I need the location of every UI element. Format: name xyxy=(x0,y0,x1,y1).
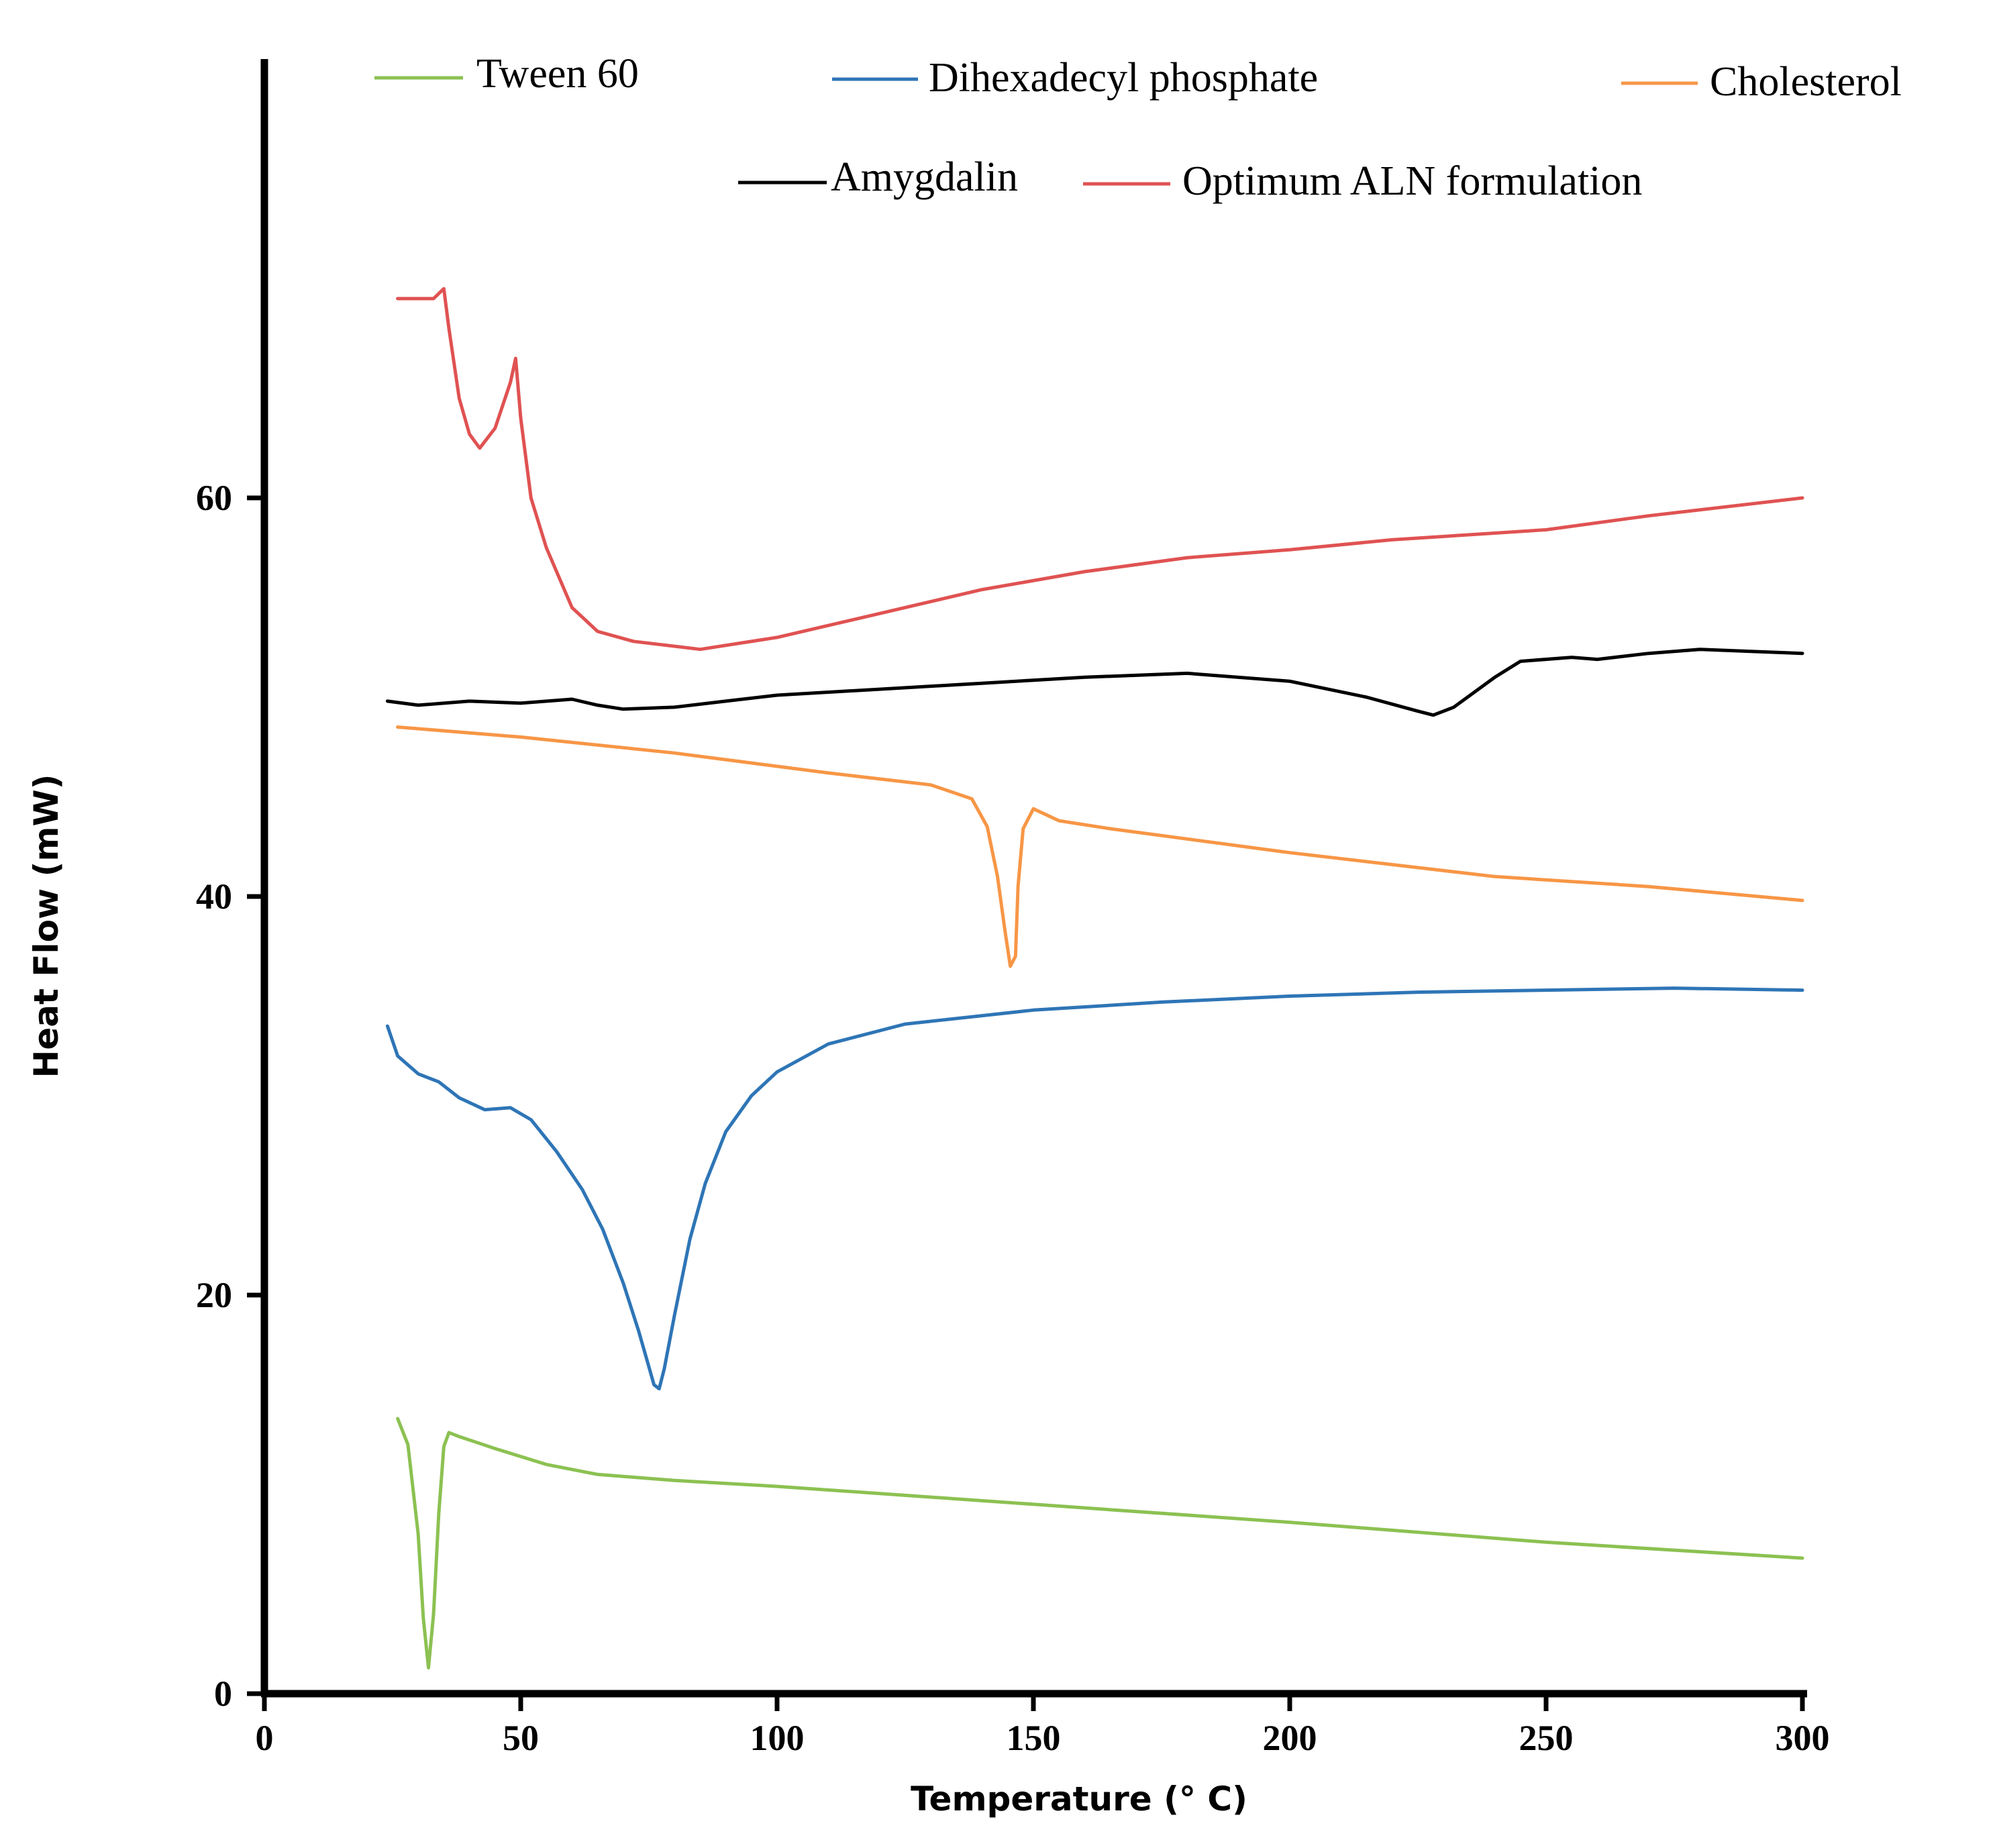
tick-labels: 0 50 100 150 200 250 300 0 20 40 60 xyxy=(196,478,1830,1758)
legend-item-tween-60: Tween 60 xyxy=(374,51,639,97)
x-tick-label: 0 xyxy=(256,1718,274,1758)
x-axis-title: Temperature (° C) xyxy=(911,1780,1247,1818)
series-line-amygdalin xyxy=(385,648,1804,717)
y-tick-label: 60 xyxy=(196,478,232,518)
series-line-cholesterol xyxy=(396,725,1804,968)
legend-label: Dihexadecyl phosphate xyxy=(929,55,1318,101)
legend: Tween 60 Dihexadecyl phosphate Cholesterol… xyxy=(374,51,1902,204)
y-tick-label: 0 xyxy=(214,1674,232,1714)
legend-label: Cholesterol xyxy=(1710,59,1902,105)
x-tick-label: 200 xyxy=(1263,1718,1317,1758)
x-tick-label: 300 xyxy=(1776,1718,1830,1758)
legend-label: Amygdalin xyxy=(831,154,1018,200)
y-tick-label: 20 xyxy=(196,1275,232,1315)
series-line-optimum-aln-formulation xyxy=(396,287,1804,652)
x-tick-label: 250 xyxy=(1519,1718,1574,1758)
y-tick-label: 40 xyxy=(196,876,232,917)
legend-item-dihexadecyl-phosphate: Dihexadecyl phosphate xyxy=(832,55,1318,101)
x-tick-label: 50 xyxy=(503,1718,539,1758)
tick-marks xyxy=(247,495,1805,1711)
x-tick-label: 150 xyxy=(1007,1718,1061,1758)
y-axis-title: Heat Flow (mW) xyxy=(27,774,66,1078)
legend-item-amygdalin: Amygdalin xyxy=(738,154,1018,200)
x-tick-label: 100 xyxy=(750,1718,805,1758)
legend-label: Tween 60 xyxy=(476,51,639,97)
legend-item-cholesterol: Cholesterol xyxy=(1621,59,1902,105)
legend-item-optimum-aln-formulation: Optimum ALN formulation xyxy=(1083,158,1642,204)
series-line-dihexadecyl-phosphate xyxy=(385,986,1804,1391)
series-layer xyxy=(385,287,1804,1670)
series-line-tween-60 xyxy=(396,1417,1804,1670)
legend-label: Optimum ALN formulation xyxy=(1182,158,1642,204)
